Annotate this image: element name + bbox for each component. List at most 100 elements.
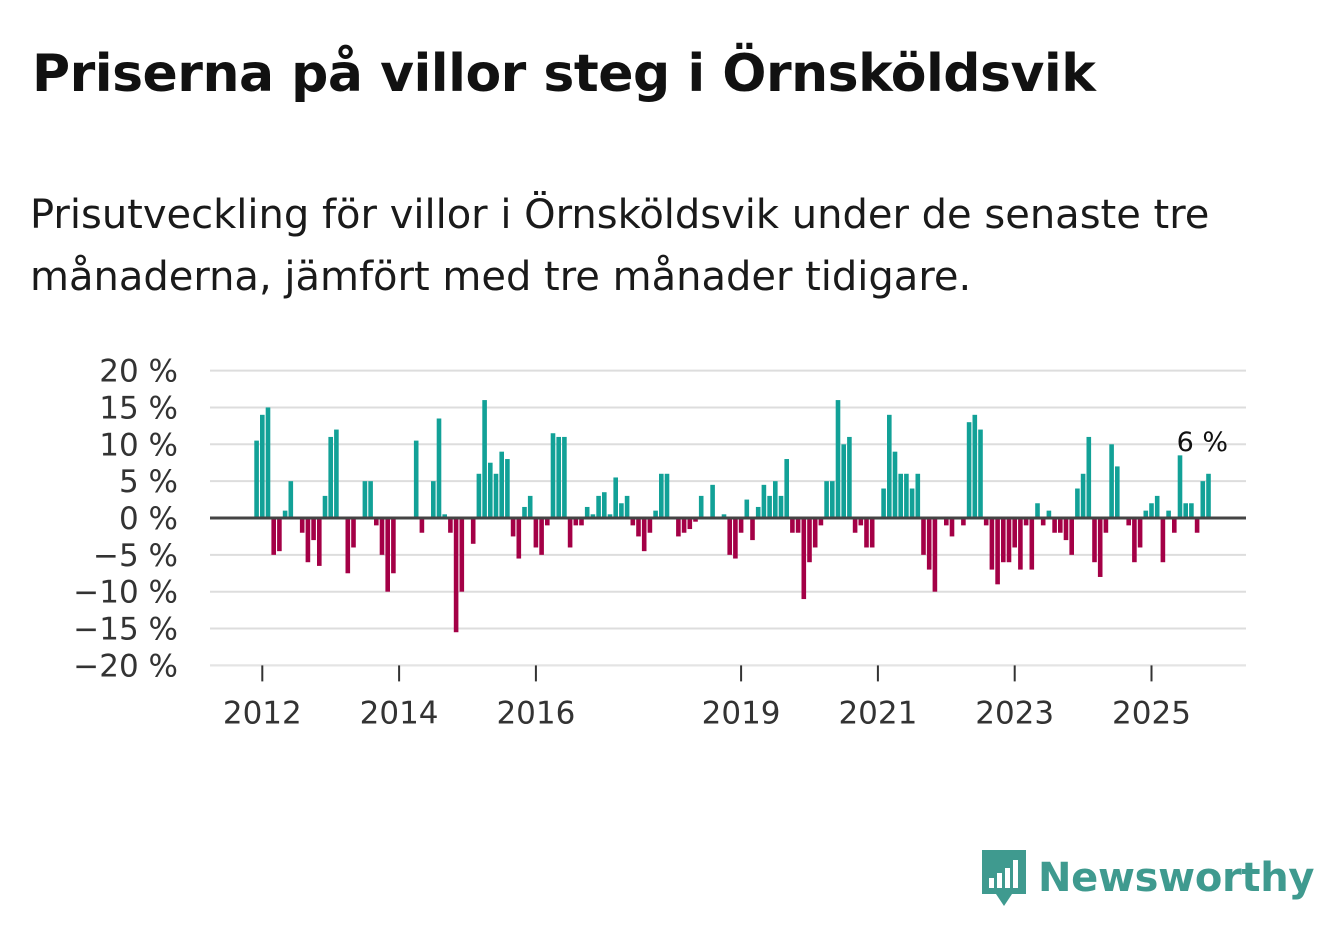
bar: [995, 518, 1000, 585]
bar: [374, 518, 379, 526]
bar: [909, 488, 915, 518]
bar: [698, 495, 704, 518]
bar: [750, 518, 755, 541]
bar: [505, 459, 510, 518]
bar: [755, 506, 761, 518]
bar: [989, 518, 995, 570]
bar: [277, 518, 282, 552]
bar: [596, 495, 601, 518]
bar: [818, 518, 824, 526]
bar: [1035, 503, 1040, 518]
bar: [470, 518, 476, 544]
bar: [761, 484, 767, 518]
bar: [869, 518, 875, 548]
x-axis: 2012 2014 2016 2019 2021 2023 2025: [210, 664, 1246, 731]
bar: [1092, 518, 1097, 563]
bar: [830, 481, 835, 518]
bar: [978, 429, 983, 518]
y-tick-label: 10 %: [99, 427, 178, 463]
bar: [431, 481, 436, 518]
bar: [1023, 518, 1029, 526]
bar: [493, 473, 499, 518]
bar: [812, 518, 818, 548]
bar: [550, 433, 556, 518]
bar: [972, 414, 978, 518]
bar: [847, 436, 852, 518]
bar: [892, 451, 898, 518]
bar: [448, 518, 453, 533]
x-tick-label: 2016: [496, 695, 575, 731]
bar: [607, 514, 613, 518]
y-tick-label: −15 %: [73, 612, 178, 648]
bar: [1126, 518, 1131, 526]
bar: [499, 451, 504, 518]
bar: [653, 510, 658, 518]
bar: [744, 499, 750, 518]
bar: [932, 518, 938, 592]
bar: [887, 414, 892, 518]
chart-subtitle: Prisutveckling för villor i Örnsköldsvik…: [30, 192, 1210, 300]
bar: [767, 495, 772, 518]
bar: [351, 518, 356, 548]
bar: [1001, 518, 1006, 563]
bar: [664, 473, 670, 518]
bar: [556, 436, 561, 518]
newsworthy-logo: Newsworthy: [980, 848, 1315, 908]
y-tick-label: −10 %: [73, 575, 178, 611]
bar: [1183, 503, 1188, 518]
bar: [1097, 518, 1103, 577]
bar: [573, 518, 579, 526]
bar: [1137, 518, 1143, 548]
x-tick-label: 2012: [223, 695, 302, 731]
x-tick-label: 2019: [702, 695, 781, 731]
bar: [299, 518, 305, 533]
bar: [619, 503, 624, 518]
bar: [590, 514, 596, 518]
bar: [858, 518, 864, 526]
bar: [1189, 503, 1194, 518]
bar: [322, 495, 328, 518]
bar: [1206, 473, 1211, 518]
bar: [915, 473, 921, 518]
bar: [881, 488, 886, 518]
bar: [926, 518, 932, 570]
bar: [835, 400, 841, 518]
bar: [476, 473, 482, 518]
bar: [510, 518, 516, 537]
bar: [1154, 495, 1160, 518]
bar: [482, 400, 487, 518]
bar: [385, 518, 390, 592]
bar: [944, 518, 949, 526]
bar: [436, 418, 442, 518]
bar: [693, 518, 698, 522]
y-tick-label: −20 %: [73, 648, 178, 684]
bar: [362, 481, 368, 518]
bar: [624, 495, 630, 518]
y-tick-label: 0 %: [119, 501, 178, 537]
bar: [613, 477, 618, 518]
bar: [1018, 518, 1023, 570]
bar: [413, 440, 419, 518]
bar: [602, 492, 607, 518]
bar: [345, 518, 351, 574]
bar: [1166, 510, 1171, 518]
bar: [579, 518, 584, 526]
bar: [1006, 518, 1012, 563]
bar: [539, 518, 544, 555]
bar: [311, 518, 316, 541]
newsworthy-logo-icon: [982, 850, 1026, 906]
bar: [681, 518, 687, 533]
bar: [778, 495, 784, 518]
bar: [790, 518, 795, 533]
bar: [1058, 518, 1063, 533]
bar: [527, 495, 533, 518]
bar: [1177, 455, 1183, 518]
bar: [260, 414, 265, 518]
y-axis: 20 %15 %10 %5 %0 %−5 %−10 %−15 %−20 %: [73, 354, 178, 685]
bar: [824, 481, 829, 518]
bar: [567, 518, 573, 548]
bar: [733, 518, 738, 559]
bar: [784, 459, 789, 518]
chart-title: Priserna på villor steg i Örnsköldsvik: [32, 44, 1096, 104]
